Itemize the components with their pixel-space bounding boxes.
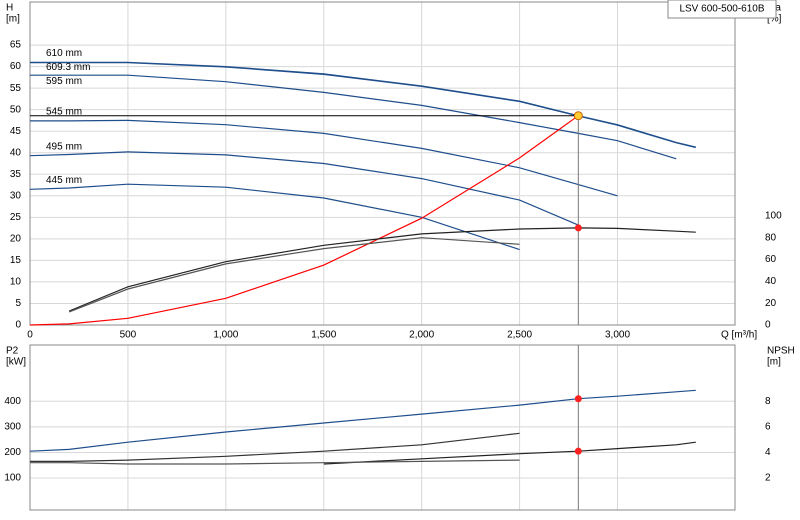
plot-frame bbox=[29, 344, 736, 511]
series-line bbox=[30, 74, 677, 160]
duty-point bbox=[573, 111, 583, 121]
series-line bbox=[30, 459, 520, 465]
series-line bbox=[30, 119, 618, 197]
x-tick-label: 1,000 bbox=[213, 330, 238, 341]
curve-label: 610 mm bbox=[46, 48, 82, 59]
y2-tick-label: 20 bbox=[765, 298, 777, 309]
x-tick-label: 2,000 bbox=[409, 330, 434, 341]
y-tick-label: 200 bbox=[4, 447, 21, 458]
y2-tick-label: 6 bbox=[765, 422, 771, 433]
y2-tick-label: 8 bbox=[765, 396, 771, 407]
y-tick-label: 55 bbox=[10, 83, 22, 94]
y-axis-label: H bbox=[6, 3, 13, 14]
y2-axis-label: [%] bbox=[767, 14, 782, 25]
y-tick-label: 35 bbox=[10, 169, 22, 180]
series-line bbox=[29, 115, 579, 326]
y-axis-label: P2 bbox=[6, 346, 19, 357]
y-tick-label: 65 bbox=[10, 40, 22, 51]
x-tick-label: 3,000 bbox=[605, 330, 630, 341]
y-axis-label: [m] bbox=[6, 14, 20, 25]
y-tick-label: 25 bbox=[10, 212, 22, 223]
series-line bbox=[30, 62, 696, 149]
y-tick-label: 400 bbox=[4, 396, 21, 407]
y-tick-label: 5 bbox=[15, 298, 21, 309]
x-tick-label: 2,500 bbox=[507, 330, 532, 341]
x-axis-label: Q [m³/h] bbox=[721, 330, 757, 341]
curve-label: 595 mm bbox=[46, 76, 82, 87]
duty-point bbox=[574, 395, 582, 403]
y2-axis-label: NPSH bbox=[767, 346, 795, 357]
y-tick-label: 50 bbox=[10, 104, 22, 115]
title-box bbox=[667, 0, 777, 19]
y-tick-label: 10 bbox=[10, 277, 22, 288]
y2-axis-label: [m] bbox=[767, 357, 781, 368]
curve-label: 445 mm bbox=[46, 175, 82, 186]
curve-label: 609.3 mm bbox=[46, 62, 90, 73]
series-line bbox=[68, 237, 520, 313]
curve-label: 495 mm bbox=[46, 141, 82, 152]
series-line bbox=[29, 389, 696, 452]
series-line bbox=[30, 432, 520, 462]
x-tick-label: 0 bbox=[27, 330, 33, 341]
x-tick-label: 500 bbox=[120, 330, 137, 341]
chart-title: LSV 600-500-610B bbox=[679, 4, 764, 15]
plot-frame bbox=[29, 1, 736, 326]
y2-tick-label: 100 bbox=[765, 211, 782, 222]
y2-tick-label: 0 bbox=[765, 320, 771, 331]
series-line bbox=[29, 183, 520, 251]
y-tick-label: 20 bbox=[10, 234, 22, 245]
y-tick-label: 0 bbox=[15, 320, 21, 331]
y-tick-label: 100 bbox=[4, 473, 21, 484]
y-tick-label: 30 bbox=[10, 190, 22, 201]
y2-tick-label: 80 bbox=[765, 232, 777, 243]
x-tick-label: 1,500 bbox=[311, 330, 336, 341]
y-tick-label: 40 bbox=[10, 147, 22, 158]
y2-tick-label: 40 bbox=[765, 276, 777, 287]
series-line bbox=[29, 151, 579, 226]
y-tick-label: 300 bbox=[4, 422, 21, 433]
y-tick-label: 45 bbox=[10, 126, 22, 137]
duty-point-y2 bbox=[574, 447, 582, 455]
y2-tick-label: 60 bbox=[765, 254, 777, 265]
curve-label: 545 mm bbox=[46, 107, 82, 118]
y-tick-label: 15 bbox=[10, 255, 22, 266]
y2-tick-label: 2 bbox=[765, 473, 771, 484]
y-axis-label: [kW] bbox=[6, 357, 26, 368]
series-line bbox=[68, 227, 696, 312]
y-tick-label: 60 bbox=[10, 61, 22, 72]
y2-tick-label: 4 bbox=[765, 447, 771, 458]
duty-point-y2 bbox=[574, 224, 582, 232]
